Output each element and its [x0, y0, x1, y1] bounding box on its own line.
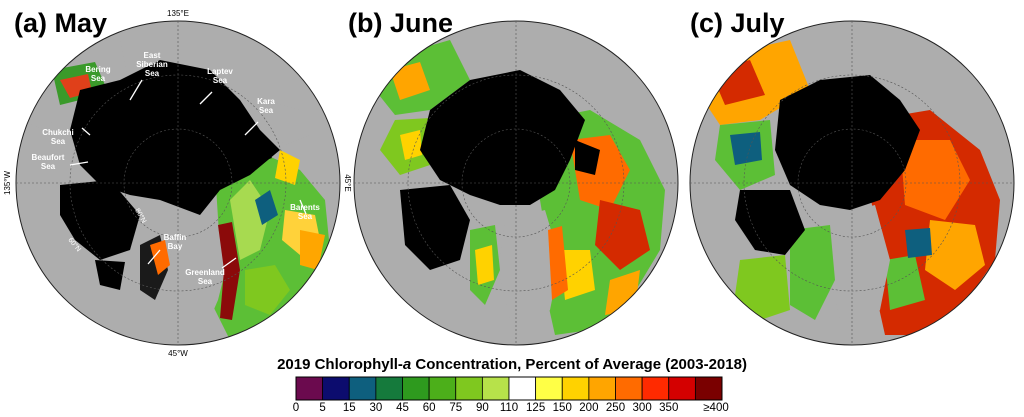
- colorbar-outline: [295, 376, 723, 401]
- sea-label-greenland: Greenland Sea: [185, 268, 225, 286]
- label-45w: 45°W: [168, 349, 188, 358]
- colorbar-swatch: [641, 376, 670, 401]
- colorbar-ticks: 0 5 15 30 45 60 75 90 110 125 150 200 250 300 350 ≥400: [0, 402, 1024, 416]
- colorbar-swatch: [694, 376, 723, 401]
- colorbar-swatch: [615, 376, 643, 401]
- colorbar: [295, 376, 723, 401]
- colorbar-tick-label: ≥400: [703, 402, 729, 414]
- sea-label-bering: Bering Sea: [85, 65, 110, 83]
- colorbar-swatch: [588, 376, 616, 401]
- colorbar-swatch: [402, 376, 430, 401]
- sea-label-barents: Barents Sea: [290, 203, 320, 221]
- colorbar-tick-label: 90: [475, 402, 489, 414]
- colorbar-swatch: [428, 376, 457, 401]
- sea-label-beaufort: Beaufort Sea: [32, 153, 65, 171]
- map-may: [15, 20, 341, 346]
- label-135w: 135°W: [3, 171, 12, 196]
- colorbar-tick-label: 200: [579, 402, 599, 414]
- colorbar-swatch: [535, 376, 563, 401]
- sea-label-baffin: Baffin Bay: [164, 233, 187, 251]
- label-45e: 45°E: [343, 174, 352, 191]
- colorbar-tick-label: 45: [396, 402, 409, 414]
- sea-label-east-siberian: East Siberian Sea: [136, 51, 168, 78]
- panel-title-july: (c) July: [690, 8, 785, 38]
- colorbar-tick-label: 300: [632, 402, 652, 414]
- colorbar-tick-label: 75: [449, 402, 463, 414]
- colorbar-tick-label: 0: [292, 402, 300, 414]
- colorbar-swatch: [481, 376, 510, 401]
- colorbar-swatch: [295, 376, 324, 401]
- colorbar-swatch: [348, 376, 377, 401]
- map-june: [353, 20, 679, 346]
- label-135e: 135°E: [167, 9, 189, 18]
- colorbar-tick-label: 350: [659, 402, 679, 414]
- colorbar-tick-label: 250: [605, 402, 626, 414]
- colorbar-tick-label: 60: [422, 402, 436, 414]
- colorbar-tick-label: 125: [526, 402, 546, 414]
- colorbar-swatch: [668, 376, 696, 401]
- sea-label-chukchi: Chukchi Sea: [42, 128, 74, 146]
- sea-label-laptev: Laptev Sea: [207, 67, 233, 85]
- colorbar-swatch: [508, 376, 537, 401]
- colorbar-tick-label: 30: [369, 402, 383, 414]
- colorbar-swatch: [322, 376, 350, 401]
- panel-title-june: (b) June: [348, 8, 453, 38]
- colorbar-tick-label: 110: [499, 402, 519, 414]
- colorbar-swatch: [375, 376, 403, 401]
- colorbar-tick-label: 150: [552, 402, 572, 414]
- sea-label-kara: Kara Sea: [257, 97, 275, 115]
- panel-title-may: (a) May: [14, 8, 108, 38]
- colorbar-swatch: [561, 376, 590, 401]
- colorbar-tick-label: 5: [319, 402, 326, 414]
- colorbar-tick-label: 15: [342, 402, 356, 414]
- colorbar-title: 2019 Chlorophyll-a Concentration, Percen…: [277, 356, 747, 373]
- colorbar-swatch: [455, 376, 483, 401]
- map-july: [689, 20, 1015, 346]
